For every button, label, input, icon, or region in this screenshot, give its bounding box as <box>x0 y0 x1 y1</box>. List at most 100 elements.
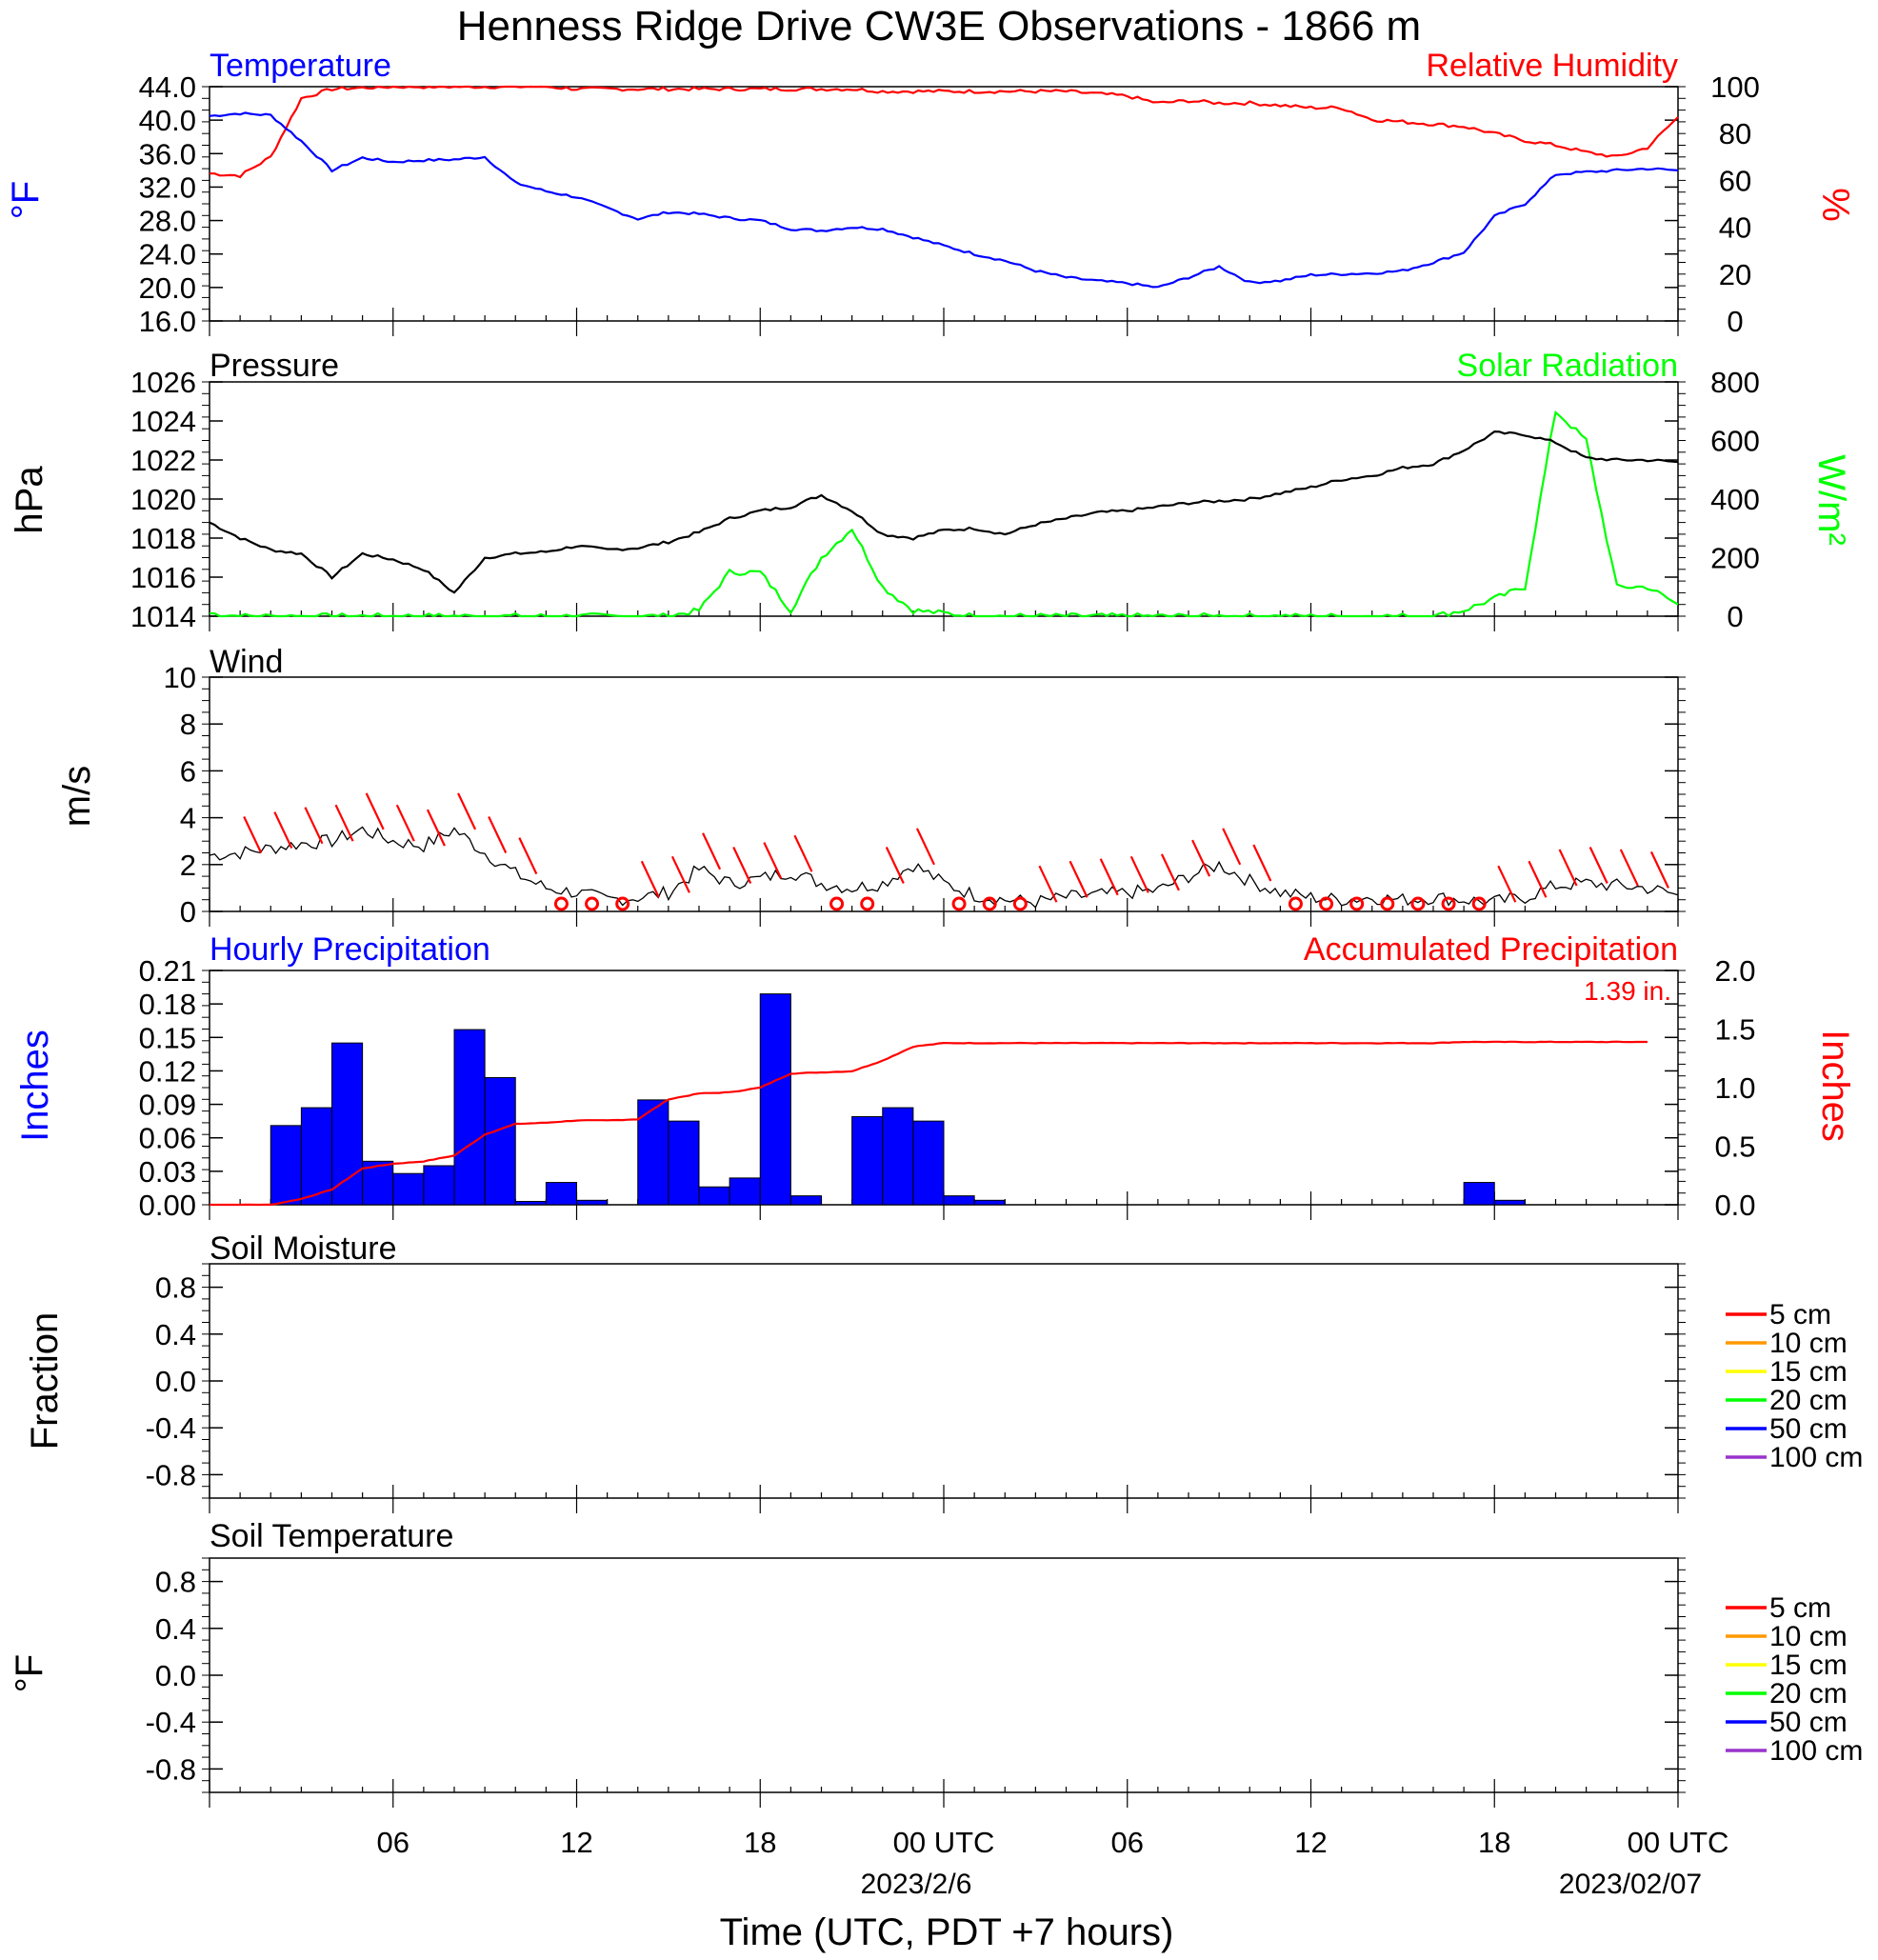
wind-barb <box>885 847 905 884</box>
wind-calm-marker <box>951 896 967 911</box>
y-tick-label-wind: 8 <box>180 708 196 741</box>
y-tick-label-precip: 0.03 <box>139 1155 196 1189</box>
y-tick-label-precip: 0.09 <box>139 1089 196 1122</box>
wind-barb <box>1649 850 1669 889</box>
accum-precip-title: Accumulated Precipitation <box>1304 931 1678 968</box>
y-tick-label-pressure: 1022 <box>130 444 196 477</box>
wind-barb <box>1222 828 1242 866</box>
y-tick-label-temp: 24.0 <box>139 238 196 271</box>
y-tick-label-temp: 36.0 <box>139 137 196 170</box>
precip-bar <box>270 1125 302 1206</box>
precip-bar <box>423 1165 455 1206</box>
precip-bar <box>392 1172 425 1206</box>
legend-label-soil_temp: 20 cm <box>1769 1678 1848 1710</box>
wind-barb <box>732 847 752 884</box>
legend-label-soil_moisture: 20 cm <box>1769 1385 1848 1416</box>
wind-barb <box>1528 860 1548 898</box>
y-tick-label-pressure: 1020 <box>130 483 196 516</box>
wind-barb <box>915 828 935 866</box>
wind-calm-marker <box>585 896 600 911</box>
wind-barb <box>1588 847 1608 884</box>
y-tick-label-temp: 20.0 <box>139 271 196 305</box>
wind-calm-marker <box>860 896 875 911</box>
accum-precip-total: 1.39 in. <box>1584 976 1671 1006</box>
legend-label-soil_moisture: 10 cm <box>1769 1328 1848 1359</box>
legend-label-soil_moisture: 50 cm <box>1769 1413 1848 1445</box>
wind-calm-marker <box>615 896 630 911</box>
wind-barb <box>1558 849 1578 887</box>
y2-tick-label-pressure: 800 <box>1710 366 1760 399</box>
legend-label-soil_temp: 10 cm <box>1769 1621 1848 1652</box>
precip-bar <box>545 1182 577 1206</box>
y-tick-label-pressure: 1018 <box>130 522 196 555</box>
x-tick-label: 18 <box>744 1826 776 1859</box>
precip-bar <box>453 1029 486 1206</box>
wind-calm-marker <box>1012 896 1028 911</box>
legend-label-soil_moisture: 100 cm <box>1769 1442 1863 1473</box>
soil-temperature-plot-area <box>209 1557 1679 1793</box>
precip-bar <box>514 1200 547 1206</box>
wind-calm-marker <box>1410 896 1426 911</box>
y-tick-label-soil_temp: 0.0 <box>155 1659 196 1692</box>
y2-tick-label-temp: 40 <box>1719 211 1751 245</box>
wind-barb <box>1038 865 1058 903</box>
y-tick-label-temp: 44.0 <box>139 70 196 104</box>
y-tick-label-pressure: 1016 <box>130 561 196 594</box>
y-tick-label-pressure: 1024 <box>130 405 196 438</box>
date-label-1: 2023/2/6 <box>861 1869 972 1900</box>
soil-moisture-unit: Fraction <box>24 1312 66 1450</box>
precip-bar <box>1493 1199 1526 1206</box>
y-tick-label-precip: 0.18 <box>139 988 196 1021</box>
wind-unit: m/s <box>56 766 98 827</box>
wind-barb <box>763 842 783 880</box>
pressure-title: Pressure <box>210 348 339 384</box>
wind-barb <box>670 855 690 893</box>
y-tick-label-soil_moisture: -0.8 <box>146 1458 196 1491</box>
y2-tick-label-precip: 1.5 <box>1714 1013 1755 1047</box>
y-tick-label-wind: 4 <box>180 802 196 835</box>
precip-bar <box>698 1186 730 1206</box>
y-tick-label-temp: 32.0 <box>139 170 196 204</box>
y2-tick-label-pressure: 400 <box>1710 483 1760 516</box>
precip-bar <box>789 1195 822 1206</box>
wind-barb <box>273 811 293 850</box>
soil-moisture-plot-area <box>209 1263 1679 1499</box>
hourly-precip-title: Hourly Precipitation <box>210 931 490 968</box>
precip-bar <box>300 1107 332 1206</box>
soil-moisture-panel: Soil Moisture Fraction <box>24 1230 1679 1499</box>
y-tick-label-precip: 0.00 <box>139 1189 196 1222</box>
wind-barb <box>1497 865 1517 903</box>
precip-bar <box>668 1120 700 1206</box>
wind-calm-marker <box>1319 896 1334 911</box>
wind-barb <box>334 804 354 842</box>
y-tick-label-pressure: 1014 <box>130 600 196 633</box>
y2-tick-label-temp: 20 <box>1719 258 1751 291</box>
y-tick-label-soil_temp: 0.8 <box>155 1566 196 1599</box>
y2-tick-label-temp: 80 <box>1719 117 1751 150</box>
legend-label-soil_temp: 50 cm <box>1769 1707 1848 1738</box>
wind-title: Wind <box>210 644 283 680</box>
x-tick-label: 06 <box>377 1826 410 1859</box>
solar-series-line <box>209 410 1679 618</box>
y-tick-label-pressure: 1026 <box>130 366 196 399</box>
wind-barb <box>243 816 263 853</box>
wind-calm-marker <box>829 896 845 911</box>
legend-label-soil_temp: 15 cm <box>1769 1650 1848 1681</box>
soil-temperature-panel: Soil Temperature °F <box>9 1518 1679 1793</box>
wind-barb <box>1252 844 1272 882</box>
wind-barb <box>426 809 446 847</box>
y2-tick-label-pressure: 200 <box>1710 542 1760 575</box>
precip-bar <box>637 1099 669 1206</box>
pressure-unit: hPa <box>9 466 50 534</box>
wind-barb <box>304 807 324 845</box>
temperature-unit: °F <box>5 181 47 219</box>
y2-tick-label-precip: 1.0 <box>1714 1071 1755 1105</box>
wind-barb <box>365 792 385 830</box>
precip-panel: Hourly Precipitation Accumulated Precipi… <box>14 931 1856 1206</box>
precip-bar <box>484 1076 516 1206</box>
y-tick-label-precip: 0.21 <box>139 954 196 988</box>
date-label-2: 2023/02/07 <box>1559 1869 1702 1900</box>
wind-speed-line <box>209 826 1679 909</box>
y-tick-label-soil_moisture: 0.0 <box>155 1365 196 1398</box>
